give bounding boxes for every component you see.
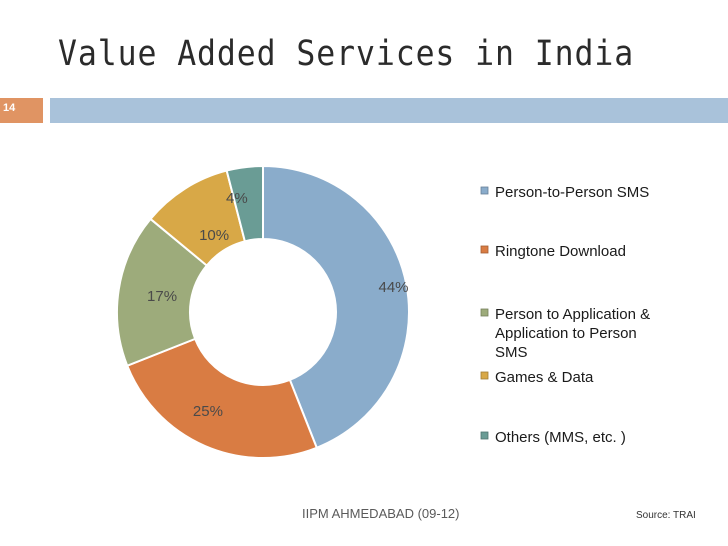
data-label-games-data: 10% <box>199 227 229 244</box>
source-text: Source: TRAI <box>636 510 696 521</box>
legend-swatch-others-mms-etc <box>480 431 489 440</box>
legend-label-games-data: Games & Data <box>495 369 594 386</box>
slice-others-mms-etc <box>225 164 264 243</box>
data-label-person-to-application-application-to-person-sms: 17% <box>147 288 177 305</box>
footer-text: IIPM AHMEDABAD (09-12) <box>302 506 460 521</box>
data-label-person-to-person-sms: 44% <box>378 279 408 296</box>
slice-person-to-person-sms <box>262 164 410 450</box>
legend-label-person-to-application-application-to-person-sms: Person to Application & Application to Pe… <box>495 306 650 361</box>
legend-swatch-games-data <box>480 371 489 380</box>
legend-swatch-person-to-person-sms <box>480 186 489 195</box>
legend-swatch-person-to-application-application-to-person-sms <box>480 308 489 317</box>
data-label-others-mms-etc: 4% <box>226 190 248 207</box>
legend-label-person-to-person-sms: Person-to-Person SMS <box>495 184 649 201</box>
legend-label-others-mms-etc: Others (MMS, etc. ) <box>495 429 626 446</box>
title-bar <box>50 98 728 123</box>
chart-legend: Person-to-Person SMS Ringtone Download Per… <box>480 184 650 446</box>
data-label-ringtone-download: 25% <box>193 403 223 420</box>
slice-ringtone-download <box>125 337 319 459</box>
slide-number-box: 14 <box>0 98 43 123</box>
slice-person-to-application-application-to-person-sms <box>116 217 209 368</box>
slide-number: 14 <box>3 102 16 114</box>
chart-slices <box>116 164 410 459</box>
chart-data-labels: 44% 25% 17% 10% 4% <box>147 190 408 420</box>
legend-swatch-ringtone-download <box>480 245 489 254</box>
slide-title: Value Added Services in India <box>58 34 635 74</box>
legend-label-ringtone-download: Ringtone Download <box>495 243 626 260</box>
